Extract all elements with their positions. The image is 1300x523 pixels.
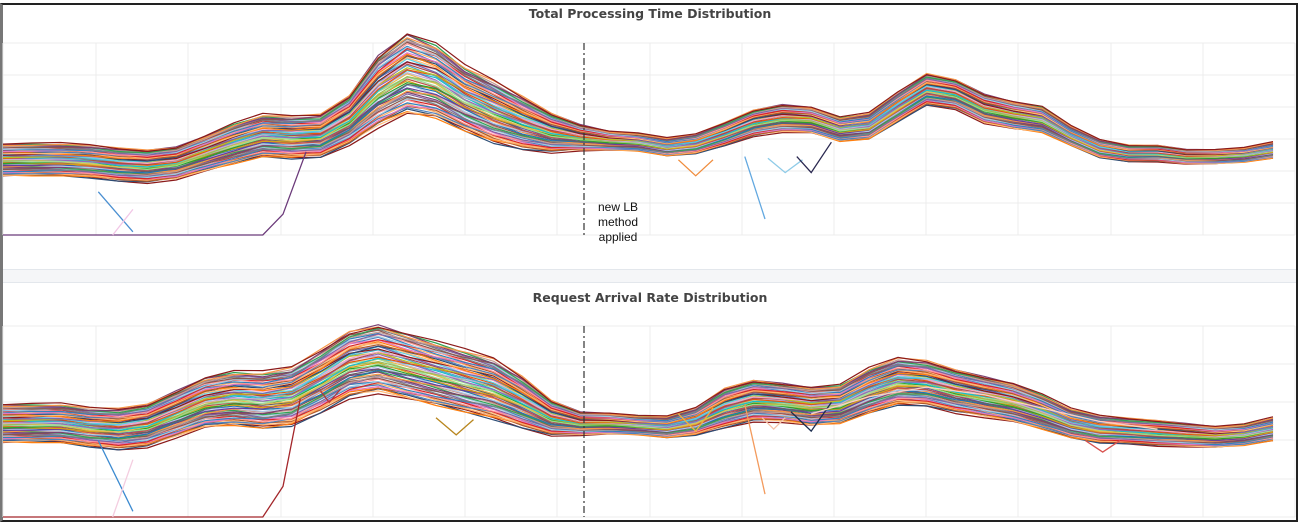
outlier-series-line	[767, 157, 803, 174]
outlier-series-line	[744, 404, 766, 495]
annotation-line-2: applied	[598, 230, 638, 244]
outlier-series-line	[811, 386, 1158, 430]
series-line	[2, 41, 1274, 153]
outlier-series-line	[677, 159, 714, 177]
arrival-rate-chart	[2, 324, 1296, 518]
series-line	[2, 99, 1274, 179]
series-line	[2, 37, 1274, 151]
annotation-line-1: new LB method	[597, 200, 639, 229]
outlier-series-line	[1085, 440, 1121, 453]
outlier-series-line	[97, 440, 134, 512]
dashboard-frame	[0, 3, 1298, 522]
processing-time-chart	[2, 33, 1296, 236]
outlier-series-line	[796, 141, 832, 174]
outlier-series-line	[761, 417, 786, 431]
series-line	[2, 56, 1274, 159]
outlier-series-line	[112, 459, 134, 518]
outlier-series-line	[319, 388, 342, 404]
panel-separator	[3, 269, 1296, 283]
series-line	[2, 371, 1274, 443]
series-line	[2, 358, 1274, 439]
series-line	[2, 384, 1274, 447]
outlier-series-line	[112, 208, 134, 236]
panel-title-processing-time: Total Processing Time Distribution	[528, 6, 772, 21]
series-line	[2, 72, 1274, 165]
outlier-series-line	[97, 191, 134, 233]
series-line	[2, 326, 1274, 428]
outlier-series-line	[744, 156, 766, 220]
series-line	[2, 329, 1274, 430]
series-line	[2, 381, 1274, 446]
outlier-series-line	[3, 398, 301, 518]
series-line	[2, 326, 1274, 427]
outlier-series-line	[677, 407, 714, 433]
series-line	[2, 76, 1274, 167]
series-line	[2, 342, 1274, 434]
outlier-series-line	[790, 402, 832, 433]
series-line	[2, 91, 1274, 173]
series-line	[3, 87, 1274, 171]
series-line	[2, 345, 1274, 435]
outlier-series-line	[3, 151, 307, 236]
panel-title-arrival-rate: Request Arrival Rate Distribution	[532, 290, 768, 305]
series-line	[2, 339, 1274, 432]
outlier-series-line	[435, 417, 474, 436]
series-line	[2, 33, 1274, 152]
lb-annotation: new LB method applied	[584, 200, 652, 245]
series-line	[3, 368, 1274, 442]
series-line	[2, 355, 1274, 438]
